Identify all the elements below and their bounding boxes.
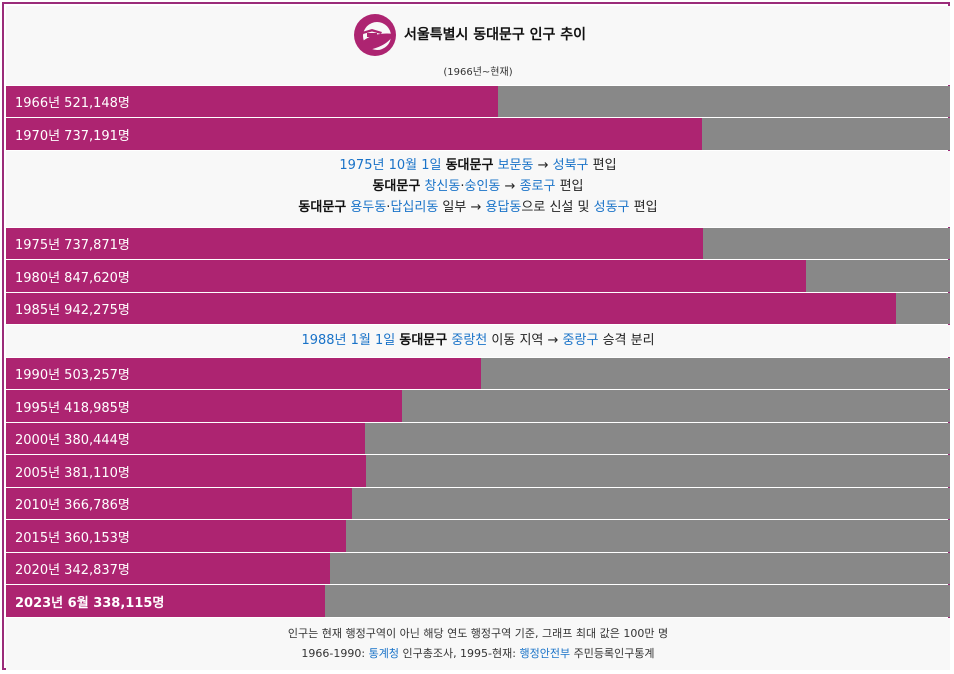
note-1975-line3: 동대문구 용두동·답십리동 일부 → 용답동으로 신설 및 성동구 편입 — [6, 197, 950, 218]
bar-fill-1975 — [6, 228, 703, 259]
link-sungin-dong[interactable]: 숭인동 — [464, 179, 501, 194]
bar-fill-2015 — [6, 520, 346, 552]
bar-label-1970: 1970년 737,191명 — [15, 128, 130, 144]
bar-row-2023: 2023년 6월 338,115명 — [6, 585, 950, 617]
bar-fill-2000 — [6, 423, 365, 454]
link-1975-date[interactable]: 1975년 10월 1일 — [339, 158, 442, 173]
note-text: 일부 → — [442, 200, 482, 215]
bar-label-1980: 1980년 847,620명 — [15, 270, 130, 286]
bar-fill-2020 — [6, 553, 330, 584]
link-statistics-korea[interactable]: 통계청 — [368, 647, 399, 660]
bar-row-2000: 2000년 380,444명 — [6, 423, 950, 454]
bar-fill-2005 — [6, 455, 366, 487]
bar-fill-1970 — [6, 118, 702, 150]
note-district: 동대문구 — [298, 200, 347, 215]
bar-fill-1990 — [6, 358, 481, 389]
chart-title: 서울특별시 동대문구 인구 추이 — [404, 27, 587, 43]
note-district: 동대문구 — [399, 333, 448, 348]
note-separator: · — [386, 200, 391, 215]
bar-row-2005: 2005년 381,110명 — [6, 455, 950, 487]
bar-fill-2023 — [6, 585, 325, 617]
link-jongno-gu[interactable]: 종로구 — [519, 179, 556, 194]
bar-label-2005: 2005년 381,110명 — [15, 465, 130, 481]
bar-row-1966: 1966년 521,148명 — [6, 86, 950, 117]
link-dapsimni-dong[interactable]: 답십리동 — [390, 200, 439, 215]
bar-fill-1985 — [6, 293, 896, 324]
chart-subtitle: (1966년~현재) — [443, 67, 513, 78]
chart-header: 서울특별시 동대문구 인구 추이 (1966년~현재) — [6, 6, 950, 85]
note-separator: · — [460, 179, 465, 194]
footer-note: 인구는 현재 행정구역이 아닌 해당 연도 행정구역 기준, 그래프 최대 값은… — [287, 627, 669, 640]
bar-label-2000: 2000년 380,444명 — [15, 433, 130, 448]
note-1975-line1: 1975년 10월 1일 동대문구 보문동 → 성북구 편입 — [6, 155, 950, 176]
note-text: 으로 신설 및 — [521, 200, 590, 215]
link-yongdap-dong[interactable]: 용답동 — [485, 200, 522, 215]
bar-label-1985: 1985년 942,275명 — [15, 303, 130, 318]
link-ministry-interior[interactable]: 행정안전부 — [519, 647, 571, 660]
note-text: 편입 — [633, 200, 658, 215]
link-jungnang-gu[interactable]: 중랑구 — [562, 333, 599, 348]
chart-inner: 서울특별시 동대문구 인구 추이 (1966년~현재) 1966년 521,14… — [6, 6, 950, 670]
bar-label-1990: 1990년 503,257명 — [15, 368, 130, 383]
bar-row-1990: 1990년 503,257명 — [6, 358, 950, 389]
bar-label-2023: 2023년 6월 338,115명 — [15, 595, 165, 611]
link-jungnangcheon[interactable]: 중랑천 — [451, 333, 488, 348]
footer-text: 인구총조사, 1995-현재: — [402, 647, 516, 660]
note-1988-line1: 1988년 1월 1일 동대문구 중랑천 이동 지역 → 중랑구 승격 분리 — [6, 330, 950, 351]
link-seongbuk-gu[interactable]: 성북구 — [552, 158, 589, 173]
link-yongdu-dong[interactable]: 용두동 — [350, 200, 387, 215]
bar-row-1995: 1995년 418,985명 — [6, 390, 950, 422]
bar-row-2020: 2020년 342,837명 — [6, 553, 950, 584]
note-text: 승격 분리 — [602, 333, 655, 348]
bar-label-1975: 1975년 737,871명 — [15, 238, 130, 253]
bar-fill-1995 — [6, 390, 402, 422]
note-district: 동대문구 — [445, 158, 494, 173]
note-text: 편입 — [592, 158, 617, 173]
bar-row-1985: 1985년 942,275명 — [6, 293, 950, 324]
note-district: 동대문구 — [372, 179, 421, 194]
note-arrow: → — [504, 179, 516, 194]
bar-label-1966: 1966년 521,148명 — [15, 96, 130, 111]
chart-footer: 인구는 현재 행정구역이 아닌 해당 연도 행정구역 기준, 그래프 최대 값은… — [6, 618, 950, 670]
link-1988-date[interactable]: 1988년 1월 1일 — [301, 333, 396, 348]
bar-label-2020: 2020년 342,837명 — [15, 563, 130, 578]
note-arrow: → — [537, 158, 549, 173]
link-bomun-dong[interactable]: 보문동 — [497, 158, 534, 173]
bar-row-1970: 1970년 737,191명 — [6, 118, 950, 150]
seoul-symbol-icon — [354, 14, 396, 56]
note-1975-line2: 동대문구 창신동·숭인동 → 종로구 편입 — [6, 176, 950, 197]
footer-text: 1966-1990: — [301, 647, 366, 660]
bar-label-2015: 2015년 360,153명 — [15, 530, 130, 546]
bar-label-1995: 1995년 418,985명 — [15, 400, 130, 416]
bar-row-1975: 1975년 737,871명 — [6, 228, 950, 259]
bar-fill-1980 — [6, 260, 806, 292]
bar-label-2010: 2010년 366,786명 — [15, 498, 130, 513]
bar-row-2010: 2010년 366,786명 — [6, 488, 950, 519]
bar-fill-1966 — [6, 86, 498, 117]
footer-text: 주민등록인구통계 — [573, 647, 655, 660]
bar-fill-2010 — [6, 488, 352, 519]
note-text: 편입 — [559, 179, 584, 194]
note-1988: 1988년 1월 1일 동대문구 중랑천 이동 지역 → 중랑구 승격 분리 — [6, 325, 950, 357]
footer-sources: 1966-1990: 통계청 인구총조사, 1995-현재: 행정안전부 주민등… — [6, 643, 950, 665]
bar-row-2015: 2015년 360,153명 — [6, 520, 950, 552]
bar-row-1980: 1980년 847,620명 — [6, 260, 950, 292]
link-seongdong-gu[interactable]: 성동구 — [593, 200, 630, 215]
note-text: 이동 지역 → — [491, 333, 559, 348]
note-1975: 1975년 10월 1일 동대문구 보문동 → 성북구 편입 동대문구 창신동·… — [6, 151, 950, 227]
link-changsin-dong[interactable]: 창신동 — [424, 179, 461, 194]
